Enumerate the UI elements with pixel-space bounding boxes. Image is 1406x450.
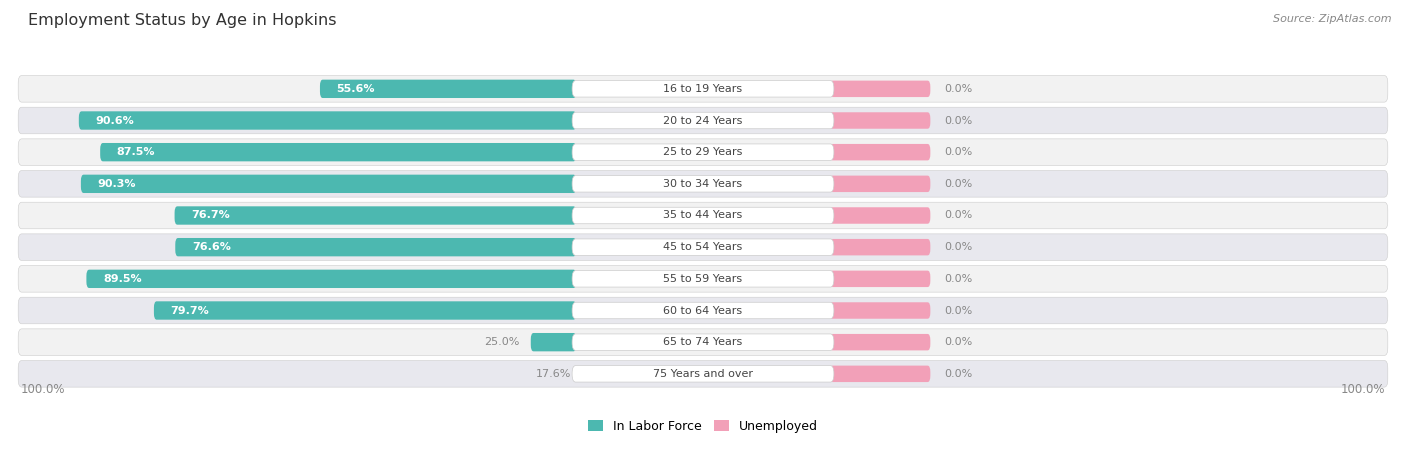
FancyBboxPatch shape xyxy=(572,81,834,97)
Text: 60 to 64 Years: 60 to 64 Years xyxy=(664,306,742,315)
FancyBboxPatch shape xyxy=(830,112,931,129)
FancyBboxPatch shape xyxy=(18,76,1388,102)
Text: 90.3%: 90.3% xyxy=(97,179,136,189)
FancyBboxPatch shape xyxy=(18,202,1388,229)
FancyBboxPatch shape xyxy=(572,112,834,129)
FancyBboxPatch shape xyxy=(830,302,931,319)
FancyBboxPatch shape xyxy=(572,239,834,256)
FancyBboxPatch shape xyxy=(830,239,931,256)
Text: 89.5%: 89.5% xyxy=(103,274,142,284)
FancyBboxPatch shape xyxy=(830,207,931,224)
Text: 16 to 19 Years: 16 to 19 Years xyxy=(664,84,742,94)
FancyBboxPatch shape xyxy=(153,302,576,319)
Text: 0.0%: 0.0% xyxy=(945,306,973,315)
FancyBboxPatch shape xyxy=(830,270,931,287)
FancyBboxPatch shape xyxy=(18,139,1388,166)
FancyBboxPatch shape xyxy=(830,334,931,351)
FancyBboxPatch shape xyxy=(572,302,834,319)
FancyBboxPatch shape xyxy=(321,80,576,98)
FancyBboxPatch shape xyxy=(830,144,931,160)
Text: 0.0%: 0.0% xyxy=(945,211,973,220)
Text: 75 Years and over: 75 Years and over xyxy=(652,369,754,379)
Text: 100.0%: 100.0% xyxy=(1340,383,1385,396)
FancyBboxPatch shape xyxy=(82,175,576,193)
Legend: In Labor Force, Unemployed: In Labor Force, Unemployed xyxy=(583,414,823,438)
FancyBboxPatch shape xyxy=(830,81,931,97)
FancyBboxPatch shape xyxy=(18,329,1388,356)
FancyBboxPatch shape xyxy=(100,143,576,162)
Text: 0.0%: 0.0% xyxy=(945,337,973,347)
Text: 30 to 34 Years: 30 to 34 Years xyxy=(664,179,742,189)
Text: 76.7%: 76.7% xyxy=(191,211,229,220)
Text: 45 to 54 Years: 45 to 54 Years xyxy=(664,242,742,252)
Text: 0.0%: 0.0% xyxy=(945,84,973,94)
FancyBboxPatch shape xyxy=(174,206,576,225)
Text: 76.6%: 76.6% xyxy=(191,242,231,252)
Text: 55.6%: 55.6% xyxy=(336,84,375,94)
FancyBboxPatch shape xyxy=(18,107,1388,134)
Text: 100.0%: 100.0% xyxy=(21,383,66,396)
Text: 0.0%: 0.0% xyxy=(945,147,973,157)
Text: 90.6%: 90.6% xyxy=(96,116,134,126)
Text: 87.5%: 87.5% xyxy=(117,147,155,157)
FancyBboxPatch shape xyxy=(176,238,576,256)
FancyBboxPatch shape xyxy=(572,270,834,287)
Text: 17.6%: 17.6% xyxy=(536,369,571,379)
Text: 0.0%: 0.0% xyxy=(945,116,973,126)
FancyBboxPatch shape xyxy=(572,334,834,351)
FancyBboxPatch shape xyxy=(572,144,834,160)
Text: 55 to 59 Years: 55 to 59 Years xyxy=(664,274,742,284)
Text: 35 to 44 Years: 35 to 44 Years xyxy=(664,211,742,220)
FancyBboxPatch shape xyxy=(572,207,834,224)
FancyBboxPatch shape xyxy=(18,234,1388,261)
Text: 20 to 24 Years: 20 to 24 Years xyxy=(664,116,742,126)
FancyBboxPatch shape xyxy=(830,176,931,192)
Text: 25 to 29 Years: 25 to 29 Years xyxy=(664,147,742,157)
Text: 0.0%: 0.0% xyxy=(945,242,973,252)
FancyBboxPatch shape xyxy=(18,171,1388,197)
Text: Employment Status by Age in Hopkins: Employment Status by Age in Hopkins xyxy=(28,14,336,28)
Text: 79.7%: 79.7% xyxy=(170,306,209,315)
Text: 0.0%: 0.0% xyxy=(945,274,973,284)
Text: Source: ZipAtlas.com: Source: ZipAtlas.com xyxy=(1274,14,1392,23)
FancyBboxPatch shape xyxy=(572,365,834,382)
FancyBboxPatch shape xyxy=(79,111,576,130)
FancyBboxPatch shape xyxy=(18,266,1388,292)
Text: 0.0%: 0.0% xyxy=(945,369,973,379)
FancyBboxPatch shape xyxy=(830,365,931,382)
Text: 25.0%: 25.0% xyxy=(484,337,520,347)
Text: 0.0%: 0.0% xyxy=(945,179,973,189)
FancyBboxPatch shape xyxy=(18,297,1388,324)
Text: 65 to 74 Years: 65 to 74 Years xyxy=(664,337,742,347)
FancyBboxPatch shape xyxy=(86,270,576,288)
FancyBboxPatch shape xyxy=(18,360,1388,387)
FancyBboxPatch shape xyxy=(572,176,834,192)
FancyBboxPatch shape xyxy=(531,333,576,351)
